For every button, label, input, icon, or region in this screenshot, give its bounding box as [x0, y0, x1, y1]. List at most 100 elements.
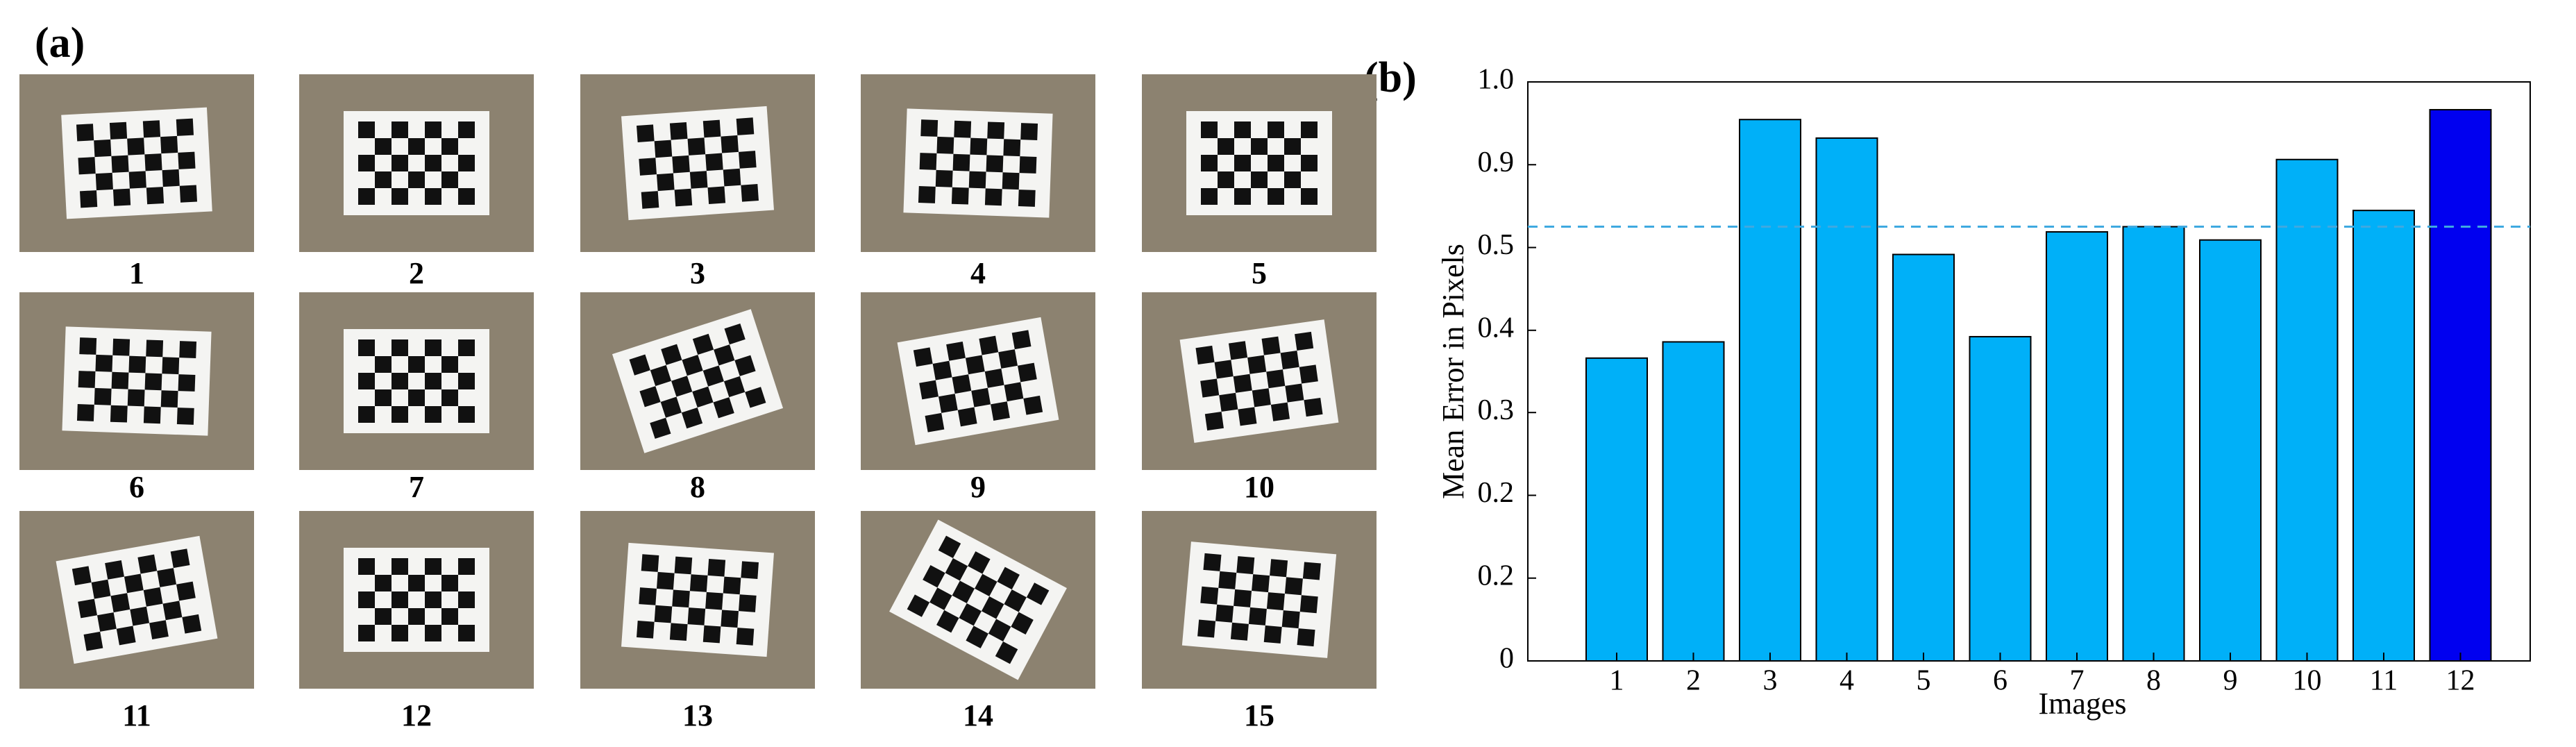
checkerboard	[61, 107, 212, 219]
square	[998, 349, 1018, 369]
square	[441, 171, 458, 188]
x-tick-label: 4	[1840, 665, 1854, 697]
square	[124, 573, 144, 594]
square	[714, 344, 735, 366]
x-tick-label: 6	[1993, 665, 2007, 697]
square	[692, 333, 714, 355]
image-label: 4	[970, 256, 986, 290]
square	[1215, 604, 1234, 623]
square	[1214, 360, 1234, 379]
paper	[621, 106, 774, 221]
thumbnail	[861, 511, 1095, 689]
square	[739, 151, 757, 169]
square	[713, 397, 734, 419]
square	[179, 341, 197, 358]
square	[1218, 571, 1237, 589]
square	[375, 171, 392, 188]
checkerboard	[612, 309, 784, 453]
square	[1266, 369, 1286, 389]
square	[143, 406, 161, 424]
square	[1201, 188, 1218, 205]
square	[408, 356, 425, 373]
square	[358, 373, 375, 389]
square	[408, 608, 425, 625]
image-label: 13	[682, 698, 713, 732]
square	[692, 386, 714, 408]
y-tick-label: 0	[1499, 643, 1514, 675]
square	[923, 564, 945, 588]
square	[721, 135, 739, 153]
square	[702, 625, 721, 644]
checkerboard	[344, 329, 489, 433]
square	[176, 408, 194, 425]
bar	[1969, 335, 2032, 662]
square	[458, 591, 475, 608]
square	[672, 589, 690, 608]
square	[358, 558, 375, 575]
square	[127, 137, 145, 156]
paper	[612, 309, 784, 453]
square	[179, 185, 198, 203]
square	[78, 371, 96, 388]
x-tick-label: 2	[1686, 665, 1701, 697]
checkerboard	[621, 542, 774, 657]
square	[109, 121, 128, 140]
bar	[2352, 210, 2415, 662]
square	[946, 341, 966, 361]
y-tick-label: 0.2	[1478, 477, 1515, 509]
square	[1304, 397, 1323, 417]
bar	[1585, 357, 1648, 662]
square	[919, 380, 938, 400]
square	[1219, 392, 1238, 412]
square	[1218, 171, 1234, 188]
square	[936, 136, 954, 154]
square	[358, 188, 375, 205]
square	[641, 554, 659, 572]
square	[913, 347, 933, 367]
square	[111, 155, 129, 173]
square	[968, 551, 991, 574]
square	[1018, 190, 1036, 207]
square	[392, 188, 408, 205]
square	[936, 610, 959, 633]
square	[1284, 171, 1301, 188]
square	[1234, 121, 1251, 138]
bar	[2122, 226, 2185, 662]
square	[637, 621, 655, 639]
square	[1238, 407, 1257, 426]
square	[935, 169, 953, 187]
square	[425, 188, 441, 205]
square	[116, 626, 136, 646]
x-tick-label: 12	[2446, 665, 2475, 697]
square	[392, 155, 408, 171]
square	[79, 337, 97, 355]
paper	[61, 107, 212, 219]
square	[144, 153, 162, 171]
square	[671, 376, 693, 397]
square	[110, 593, 131, 613]
square	[157, 568, 177, 587]
bar	[1815, 137, 1878, 662]
square	[392, 591, 408, 608]
square	[1251, 138, 1268, 155]
checkerboard	[1186, 111, 1332, 215]
bar	[2275, 158, 2339, 662]
square	[128, 171, 146, 189]
square	[146, 187, 165, 205]
square	[971, 387, 991, 408]
square	[932, 360, 952, 380]
square	[110, 405, 128, 423]
square	[458, 625, 475, 641]
bar	[1662, 341, 1725, 662]
square	[408, 138, 425, 155]
square	[425, 339, 441, 356]
square	[1200, 378, 1220, 398]
square	[425, 625, 441, 641]
square	[736, 628, 755, 646]
square	[162, 601, 183, 621]
square	[358, 625, 375, 641]
square	[94, 387, 112, 405]
square	[723, 576, 741, 595]
square	[458, 188, 475, 205]
square	[629, 354, 650, 376]
